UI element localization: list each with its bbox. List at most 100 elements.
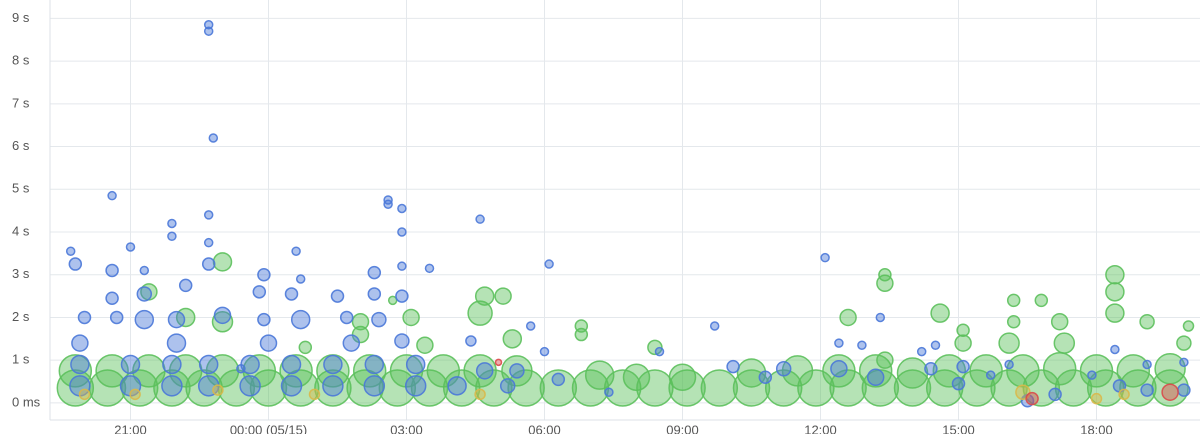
bubble xyxy=(1086,369,1125,407)
bubble xyxy=(1177,383,1191,397)
y-tick-label: 3 s xyxy=(12,266,30,281)
bubble xyxy=(834,338,844,348)
bubble xyxy=(201,257,216,271)
y-tick-label: 6 s xyxy=(12,138,30,153)
bubble xyxy=(775,360,792,377)
bubble xyxy=(161,375,183,397)
bubble xyxy=(78,388,91,401)
bubble xyxy=(584,360,615,390)
bubble xyxy=(822,354,856,388)
bubble xyxy=(291,246,301,256)
bubble xyxy=(1110,344,1120,355)
bubble xyxy=(1006,314,1021,329)
bubble xyxy=(954,334,972,352)
bubble xyxy=(203,26,214,36)
bubble xyxy=(830,359,848,378)
bubble xyxy=(1105,303,1125,323)
bubble xyxy=(502,329,523,349)
bubble xyxy=(308,388,321,401)
bubble xyxy=(68,257,83,271)
bubble xyxy=(107,190,117,201)
bubble xyxy=(876,351,894,369)
bubble xyxy=(820,252,830,263)
x-tick-label: 18:00 xyxy=(1080,422,1113,434)
bubble xyxy=(295,274,306,284)
bubble xyxy=(467,300,493,326)
bubble xyxy=(930,303,950,323)
bubble xyxy=(351,312,370,331)
bubble xyxy=(77,310,92,325)
bubble xyxy=(397,227,407,237)
bubble xyxy=(499,378,516,394)
y-tick-label: 9 s xyxy=(12,10,30,25)
bubble xyxy=(1087,370,1097,380)
bubble xyxy=(212,252,233,272)
bubble xyxy=(252,285,267,299)
bubble xyxy=(1053,332,1076,354)
bubble xyxy=(56,369,95,407)
bubble xyxy=(70,354,90,375)
bubble xyxy=(924,361,938,376)
bubble xyxy=(494,287,512,305)
bubble xyxy=(1034,293,1049,308)
bubble xyxy=(290,309,311,330)
x-tick-label: 21:00 xyxy=(114,422,147,434)
bubble xyxy=(475,362,494,380)
bubble xyxy=(405,354,426,375)
bubble xyxy=(279,354,313,388)
bubble xyxy=(397,203,407,214)
bubble xyxy=(367,265,382,280)
bubble xyxy=(352,354,387,388)
bubble xyxy=(1079,354,1114,388)
bubble xyxy=(203,20,214,30)
bubble xyxy=(896,357,929,389)
bubble xyxy=(1006,293,1021,308)
bubble xyxy=(167,310,186,329)
bubble xyxy=(1105,282,1125,302)
bubble xyxy=(424,263,435,274)
bubble xyxy=(167,231,177,242)
bubble xyxy=(280,375,303,397)
bubble xyxy=(539,369,578,407)
bubble xyxy=(839,308,857,327)
bubble xyxy=(198,354,219,375)
bubble xyxy=(525,321,536,331)
y-tick-label: 1 s xyxy=(12,352,30,367)
bubble xyxy=(475,214,485,224)
bubble xyxy=(71,334,89,352)
y-tick-label: 5 s xyxy=(12,181,30,196)
bubble xyxy=(1050,312,1069,331)
bubble xyxy=(647,339,663,356)
bubble xyxy=(95,354,129,388)
bubble xyxy=(1105,264,1125,285)
bubble xyxy=(1176,335,1192,351)
bubble xyxy=(416,336,434,354)
bubble xyxy=(1139,313,1155,330)
y-tick-label: 0 ms xyxy=(12,394,41,409)
bubble xyxy=(330,289,345,303)
bubble xyxy=(958,369,996,407)
bubble xyxy=(236,363,246,374)
bubble xyxy=(622,363,651,392)
bubble xyxy=(509,363,525,379)
x-tick-label: 00:00 (05/15) xyxy=(230,422,307,434)
bubble xyxy=(758,370,773,385)
bubble xyxy=(58,354,93,388)
bubble xyxy=(162,354,182,375)
bubble xyxy=(1006,354,1040,388)
bubble xyxy=(1090,392,1103,405)
bubble xyxy=(1161,383,1179,401)
bubble xyxy=(397,261,407,271)
bubble xyxy=(875,312,886,323)
bubble xyxy=(1042,351,1077,386)
bubble xyxy=(736,358,767,388)
bubble xyxy=(709,321,720,331)
bubble xyxy=(1118,388,1130,401)
bubble xyxy=(339,310,354,325)
bubble xyxy=(395,289,409,303)
bubble xyxy=(257,267,271,282)
bubble xyxy=(298,340,313,355)
bubble xyxy=(956,359,970,374)
bubble xyxy=(1116,354,1151,388)
bubble xyxy=(120,354,141,375)
